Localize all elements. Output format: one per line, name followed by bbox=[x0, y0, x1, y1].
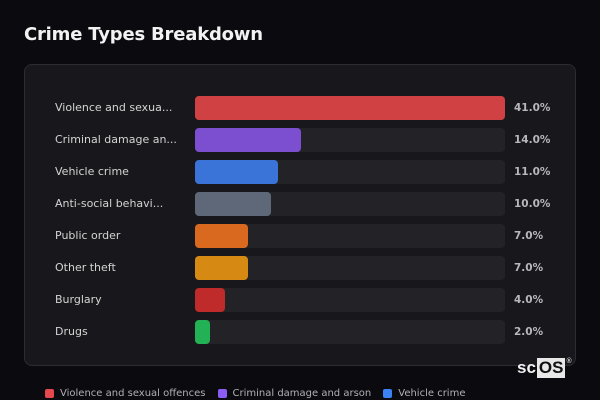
bar-label: Burglary bbox=[55, 293, 102, 306]
bar-fill[interactable] bbox=[195, 256, 248, 280]
bar-label: Anti-social behavi... bbox=[55, 197, 164, 210]
legend-label: Criminal damage and arson bbox=[232, 387, 372, 399]
chart-legend: Violence and sexual offences Criminal dam… bbox=[45, 386, 465, 400]
scos-watermark-logo: sc OS ® bbox=[517, 358, 572, 378]
bar-label: Violence and sexua... bbox=[55, 101, 173, 114]
bar-label: Vehicle crime bbox=[55, 165, 129, 178]
bar-fill[interactable] bbox=[195, 320, 211, 344]
registered-mark-icon: ® bbox=[566, 358, 572, 365]
bar-label: Other theft bbox=[55, 261, 116, 274]
legend-label: Violence and sexual offences bbox=[60, 387, 206, 399]
legend-label: Vehicle crime bbox=[398, 387, 466, 399]
bar-value: 7.0% bbox=[514, 262, 544, 274]
bar-fill[interactable] bbox=[195, 96, 505, 120]
bar-label: Public order bbox=[55, 229, 121, 242]
bar-track bbox=[195, 256, 505, 280]
legend-swatch-icon bbox=[217, 388, 227, 398]
bar-label: Drugs bbox=[55, 325, 88, 338]
bar-row: Criminal damage an... 14.0% bbox=[25, 128, 575, 152]
bar-value: 41.0% bbox=[514, 102, 551, 114]
chart-title: Crime Types Breakdown bbox=[24, 24, 263, 45]
bar-value: 14.0% bbox=[514, 134, 551, 146]
bar-fill[interactable] bbox=[195, 192, 271, 216]
bar-track bbox=[195, 192, 505, 216]
legend-item[interactable]: Criminal damage and arson bbox=[217, 386, 372, 400]
watermark-boxed: OS bbox=[536, 358, 566, 378]
bar-row: Public order 7.0% bbox=[25, 224, 575, 248]
legend-item[interactable]: Violence and sexual offences bbox=[45, 386, 206, 400]
bar-label: Criminal damage an... bbox=[55, 133, 177, 146]
legend-item[interactable]: Vehicle crime bbox=[383, 386, 465, 400]
bar-row: Anti-social behavi... 10.0% bbox=[25, 192, 575, 216]
bar-track bbox=[195, 160, 505, 184]
legend-swatch-icon bbox=[45, 388, 54, 398]
bar-fill[interactable] bbox=[195, 128, 301, 152]
bar-row: Vehicle crime 11.0% bbox=[25, 160, 575, 184]
bar-row: Burglary 4.0% bbox=[25, 288, 575, 312]
bar-track bbox=[195, 96, 505, 120]
bar-value: 10.0% bbox=[514, 198, 551, 210]
bar-track bbox=[195, 128, 505, 152]
bar-fill[interactable] bbox=[195, 160, 279, 184]
bar-row: Other theft 7.0% bbox=[25, 256, 575, 280]
bar-value: 4.0% bbox=[514, 294, 544, 306]
bar-value: 7.0% bbox=[514, 230, 544, 242]
legend-swatch-icon bbox=[383, 388, 393, 398]
watermark-prefix: sc bbox=[517, 358, 536, 377]
bar-row: Drugs 2.0% bbox=[25, 320, 575, 344]
bar-value: 11.0% bbox=[514, 166, 551, 178]
bar-fill[interactable] bbox=[195, 224, 248, 248]
bar-row: Violence and sexua... 41.0% bbox=[25, 96, 575, 120]
bar-track bbox=[195, 288, 505, 312]
bar-value: 2.0% bbox=[514, 326, 544, 338]
bar-track bbox=[195, 224, 505, 248]
chart-panel: Violence and sexua... 41.0% Criminal damag… bbox=[24, 64, 576, 366]
bar-fill[interactable] bbox=[195, 288, 226, 312]
bar-track bbox=[195, 320, 505, 344]
